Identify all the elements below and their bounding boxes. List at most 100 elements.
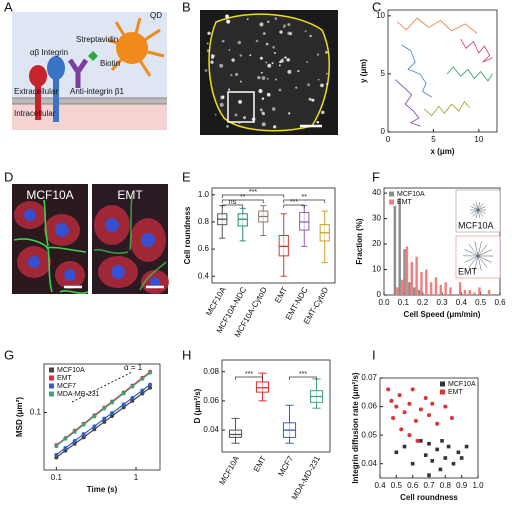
- point: [440, 439, 444, 443]
- spot: [261, 111, 265, 115]
- y-tick-label: 0.8: [198, 217, 210, 226]
- spot: [206, 49, 211, 53]
- spot: [271, 62, 274, 65]
- legend-swatch: [440, 381, 445, 387]
- series-line: [396, 17, 478, 34]
- y-tick-label: 0.04: [361, 459, 377, 468]
- bar: [403, 249, 406, 295]
- point: [389, 398, 394, 403]
- plot-frame: [221, 359, 331, 453]
- bracket-label: ns: [229, 199, 237, 206]
- x-tick-label: 0.6: [494, 298, 506, 307]
- x-axis-title: x (μm): [430, 147, 454, 156]
- point: [63, 436, 68, 441]
- spot: [309, 34, 312, 38]
- point: [148, 385, 153, 390]
- spot: [267, 20, 270, 23]
- y-axis-title: Integrin diffusion rate (μm²/s): [351, 372, 360, 483]
- y-tick-label: 0.04: [203, 425, 219, 434]
- label: Anti-integrin β1: [70, 87, 125, 96]
- spot: [261, 97, 265, 100]
- legend-label: EMT: [448, 389, 464, 396]
- y-tick-label: 10: [372, 265, 381, 274]
- y-tick-label: 30: [372, 214, 381, 223]
- spot: [304, 30, 307, 33]
- spot: [242, 116, 247, 120]
- point: [443, 456, 448, 460]
- box: [237, 213, 248, 227]
- point: [427, 413, 431, 418]
- spot: [287, 23, 291, 27]
- nuclei: [24, 209, 160, 287]
- spot: [258, 89, 263, 94]
- y-tick-label: 0.6: [198, 244, 210, 253]
- y-tick-label: 0.06: [203, 396, 219, 405]
- point: [92, 424, 97, 429]
- inset-tracks: [469, 202, 486, 218]
- x-tick-label: 0.0: [378, 298, 390, 307]
- y-tick-label: 0.07: [361, 373, 377, 382]
- inset-tracks: [462, 241, 493, 271]
- legend-label: MCF10A: [57, 367, 85, 374]
- point: [413, 418, 418, 423]
- point: [386, 387, 391, 392]
- spot: [273, 125, 277, 129]
- spot: [235, 72, 239, 76]
- spot: [265, 61, 268, 64]
- point: [418, 407, 423, 412]
- spot: [219, 63, 224, 68]
- point: [148, 382, 153, 387]
- bracket-label: **: [302, 194, 308, 201]
- point: [435, 447, 439, 452]
- spot: [307, 83, 311, 87]
- spot: [231, 58, 235, 62]
- series-line: [395, 79, 421, 127]
- x-tick-label: 0.5: [475, 298, 487, 307]
- plot-frame: [379, 377, 479, 479]
- spot: [230, 73, 233, 77]
- box: [299, 211, 310, 231]
- point: [407, 433, 412, 438]
- cell-images: MCF10A EMT: [12, 184, 169, 294]
- y-axis-title: MSD (μm²): [15, 397, 24, 437]
- label: Extracellular: [14, 87, 58, 96]
- point: [451, 461, 456, 466]
- point: [430, 401, 435, 406]
- legend-label: MCF10A: [448, 381, 476, 388]
- legend-label: EMT: [397, 199, 413, 206]
- point: [102, 416, 107, 421]
- x-axis-title: Cell Speed (μm/min): [404, 310, 481, 319]
- bar: [425, 269, 428, 295]
- spot: [226, 125, 229, 128]
- legend-swatch: [440, 389, 445, 395]
- label: αβ Integrin: [30, 48, 68, 57]
- spot: [281, 58, 284, 60]
- diagram: QD Streptavidin αβ Integrin Biotin Extra…: [12, 11, 167, 130]
- image-label: MCF10A: [26, 188, 73, 202]
- point: [140, 376, 145, 381]
- spot: [214, 113, 217, 116]
- spot: [265, 42, 269, 46]
- cell-outline: [208, 13, 330, 132]
- spot: [239, 80, 242, 83]
- spot: [284, 56, 287, 59]
- spot: [320, 83, 324, 88]
- point: [81, 432, 86, 437]
- spot: [225, 14, 229, 19]
- y-tick-label: 0.4: [198, 271, 210, 280]
- y-axis-title: y (μm): [359, 59, 368, 83]
- bar: [478, 287, 481, 295]
- point: [72, 429, 77, 434]
- point: [130, 384, 135, 389]
- point: [394, 404, 399, 409]
- inset: [455, 235, 501, 279]
- spot: [211, 54, 214, 57]
- point: [456, 450, 461, 455]
- bar: [434, 277, 438, 295]
- spot: [308, 97, 312, 101]
- x-tick-label: EMT: [273, 285, 289, 304]
- membranes: [13, 195, 167, 294]
- x-tick-label: 0.1: [398, 298, 410, 307]
- spot: [288, 112, 291, 115]
- inset-label: MCF10A: [458, 220, 494, 230]
